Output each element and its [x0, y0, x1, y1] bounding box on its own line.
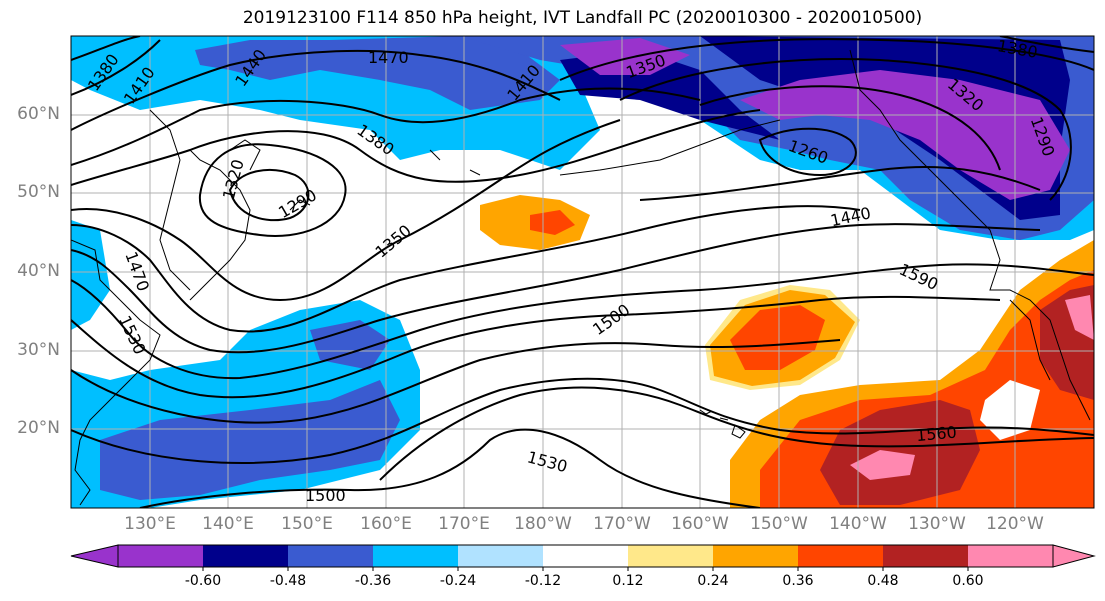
lon-label: 140°W [829, 514, 887, 534]
colorbar-tick-label: 0.12 [612, 573, 644, 589]
lat-label: 50°N [17, 182, 60, 202]
ivt-shade-red-orange [730, 305, 825, 370]
ivt-shade-dark-red [820, 400, 980, 505]
ivt-shade-red-orange [530, 210, 575, 235]
colorbar-segment [628, 545, 713, 567]
ivt-shade-pink [1065, 295, 1094, 340]
colorbar-segment [458, 545, 543, 567]
lon-label: 180°W [514, 514, 572, 534]
colorbar-segment [373, 545, 458, 567]
colorbar-segment [203, 545, 288, 567]
colorbar-segment [288, 545, 373, 567]
lat-label: 20°N [17, 418, 60, 438]
lon-label: 150°W [750, 514, 808, 534]
ivt-shade-purple [560, 38, 690, 75]
lon-label: 170°W [593, 514, 651, 534]
colorbar-tick-label: 0.60 [952, 573, 984, 589]
lat-label: 30°N [17, 340, 60, 360]
colorbar-tick-label: -0.12 [524, 573, 562, 589]
plot-frame [70, 35, 1095, 509]
lon-label: 130°E [124, 514, 176, 534]
lon-label: 160°E [360, 514, 412, 534]
coastlines [71, 49, 1091, 506]
colorbar-tick-label: -0.60 [184, 573, 222, 589]
lon-label: 170°E [438, 514, 490, 534]
map-title: 2019123100 F114 850 hPa height, IVT Land… [242, 8, 923, 28]
lat-label: 60°N [17, 104, 60, 124]
colorbar-segment [118, 545, 203, 567]
colorbar-frame [117, 544, 1054, 568]
colorbar-tick-label: -0.48 [269, 573, 307, 589]
lat-label: 40°N [17, 261, 60, 281]
lon-label: 130°W [908, 514, 966, 534]
colorbar [70, 544, 1096, 571]
ivt-shade-white-gap [980, 380, 1040, 440]
colorbar-tick-label: -0.24 [439, 573, 477, 589]
lon-label: 160°W [671, 514, 729, 534]
contour-label: 1500 [305, 486, 346, 505]
colorbar-tick-label: 0.48 [867, 573, 899, 589]
colorbar-segment [543, 545, 628, 567]
colorbar-tick-label: -0.36 [354, 573, 392, 589]
lon-label: 140°E [202, 514, 254, 534]
colorbar-segment [798, 545, 883, 567]
contour-label: 1560 [915, 423, 957, 445]
height-contours [71, 36, 1094, 508]
colorbar-max-extend [1052, 544, 1096, 568]
lon-label: 150°E [281, 514, 333, 534]
colorbar-min-extend [70, 544, 119, 568]
colorbar-tick-label: 0.24 [697, 573, 729, 589]
colorbar-segment [968, 545, 1053, 567]
ivt-shade-purple [740, 70, 1070, 200]
ivt-shade-pink [850, 450, 915, 480]
colorbar-segment [713, 545, 798, 567]
ivt-shade-medium-blue [100, 380, 400, 500]
colorbar-tick-label: 0.36 [782, 573, 814, 589]
colorbar-segment [883, 545, 968, 567]
contour-label: 1470 [368, 48, 409, 67]
ivt-shade-medium-blue [310, 320, 390, 370]
lon-label: 120°W [986, 514, 1044, 534]
